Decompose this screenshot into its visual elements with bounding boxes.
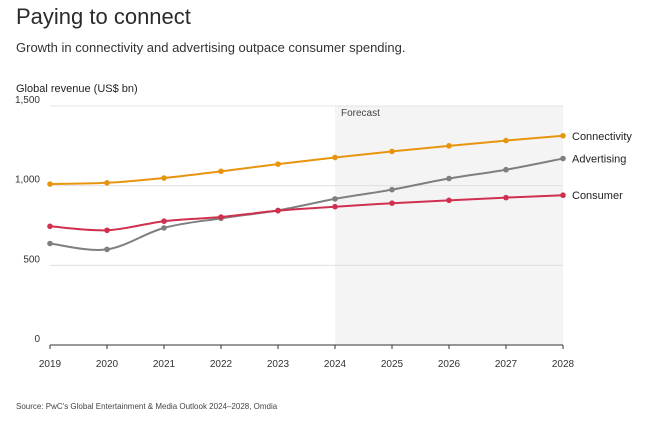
y-axis-label: Global revenue (US$ bn) — [16, 83, 138, 95]
data-point-connectivity — [161, 175, 167, 181]
data-point-consumer — [47, 223, 53, 230]
data-point-connectivity — [275, 161, 281, 167]
x-tick-label: 2019 — [39, 359, 62, 370]
data-point-advertising — [560, 155, 566, 162]
line-chart: Forecast 0 500 1,000 1,500 2019 2020 2021 2022… — [15, 83, 632, 370]
x-tick-label: 2021 — [153, 359, 176, 370]
data-point-connectivity — [389, 148, 395, 155]
series-label-consumer: Consumer — [572, 190, 623, 202]
y-tick-label: 0 — [34, 334, 40, 345]
data-point-connectivity — [332, 154, 338, 161]
data-point-advertising — [161, 225, 167, 231]
x-axis: 2019 2020 2021 2022 2023 2024 2025 2026 2027 2028 — [39, 345, 575, 370]
y-tick-label: 1,000 — [15, 175, 40, 186]
x-tick-label: 2026 — [438, 359, 461, 370]
forecast-band — [335, 106, 563, 345]
x-tick-label: 2028 — [552, 359, 575, 370]
data-point-consumer — [503, 194, 509, 201]
x-tick-label: 2022 — [210, 359, 233, 370]
data-point-connectivity — [104, 179, 110, 186]
data-point-connectivity — [446, 143, 452, 149]
data-point-connectivity — [560, 132, 566, 139]
forecast-label: Forecast — [341, 108, 380, 119]
y-tick-label: 1,500 — [15, 95, 40, 106]
data-point-advertising — [47, 240, 53, 247]
y-tick-label: 500 — [23, 254, 40, 265]
data-point-consumer — [560, 192, 566, 199]
x-tick-label: 2020 — [96, 359, 119, 370]
data-point-advertising — [389, 186, 395, 193]
data-point-advertising — [503, 166, 509, 173]
chart-subtitle: Growth in connectivity and advertising o… — [16, 40, 406, 55]
data-point-consumer — [161, 218, 167, 224]
x-tick-label: 2023 — [267, 359, 290, 370]
data-point-consumer — [332, 203, 338, 210]
series-line-advertising — [49, 157, 564, 251]
x-tick-label: 2025 — [381, 359, 404, 370]
data-point-consumer — [275, 207, 281, 214]
x-tick-label: 2024 — [324, 359, 347, 370]
data-point-consumer — [104, 227, 110, 234]
data-point-advertising — [446, 175, 452, 182]
source-note: Source: PwC's Global Entertainment & Med… — [16, 402, 278, 411]
series-line-consumer — [49, 194, 564, 232]
series-label-connectivity: Connectivity — [572, 131, 632, 143]
data-point-connectivity — [218, 168, 224, 175]
series-label-advertising: Advertising — [572, 154, 626, 166]
data-point-consumer — [218, 214, 224, 220]
data-point-consumer — [389, 200, 395, 206]
grid — [50, 105, 563, 346]
data-point-advertising — [104, 246, 110, 253]
y-axis: 0 500 1,000 1,500 — [15, 95, 40, 345]
x-tick-label: 2027 — [495, 359, 518, 370]
series-line-connectivity — [49, 134, 564, 186]
data-point-connectivity — [503, 137, 509, 144]
data-point-connectivity — [47, 181, 53, 187]
data-point-advertising — [332, 196, 338, 202]
series-group: Connectivity Advertising Consumer — [47, 131, 632, 253]
chart-title: Paying to connect — [16, 4, 191, 29]
data-point-consumer — [446, 197, 452, 204]
